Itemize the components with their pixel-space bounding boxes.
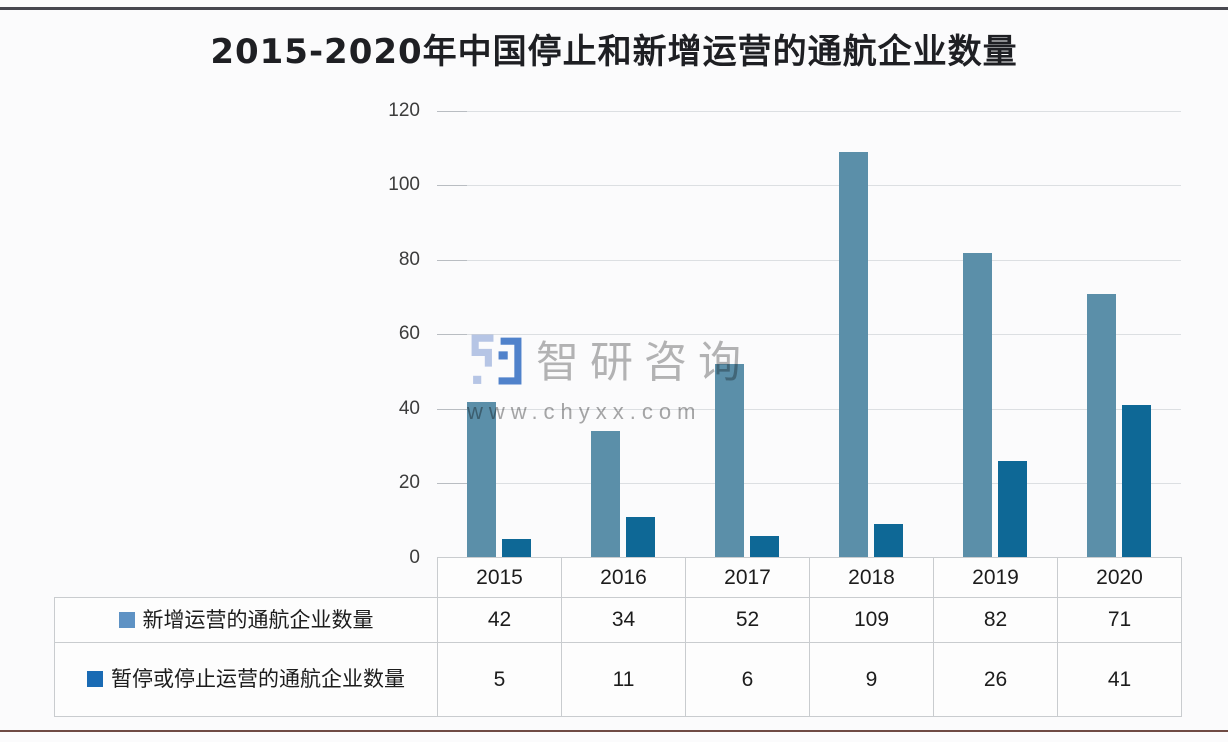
year-cell-2015: 2015 [437,557,562,598]
bar-new-operating-2017 [715,364,744,558]
y-tick-label-20: 20 [398,472,420,493]
gridline-40 [437,409,1181,410]
bottom-border-rule [0,730,1228,732]
bar-suspended-or-stopped-2020 [1122,405,1151,558]
gridline-60 [437,334,1181,335]
value-cell-new-operating-2016: 34 [561,597,686,643]
bar-group-2017 [685,111,809,558]
gridline-80 [437,260,1181,261]
top-border-rule [0,7,1228,10]
table-corner-spacer [55,558,438,598]
y-tick-label-0: 0 [409,547,420,568]
y-tick-label-80: 80 [398,249,420,270]
value-cell-new-operating-2017: 52 [685,597,810,643]
gridline-100 [437,185,1181,186]
year-cell-2020: 2020 [1057,557,1182,598]
year-cell-2018: 2018 [809,557,934,598]
value-cell-suspended-or-stopped-2020: 41 [1057,642,1182,717]
bar-new-operating-2018 [839,152,868,558]
value-cell-new-operating-2020: 71 [1057,597,1182,643]
table-row-suspended-or-stopped: 暂停或停止运营的通航企业数量 5 11 6 9 26 41 [54,642,1182,717]
value-cell-suspended-or-stopped-2017: 6 [685,642,810,717]
bar-group-2016 [561,111,685,558]
legend-swatch-suspended-or-stopped [87,671,103,687]
bar-new-operating-2015 [467,402,496,558]
value-cell-suspended-or-stopped-2016: 11 [561,642,686,717]
year-cell-2016: 2016 [561,557,686,598]
y-tick-label-40: 40 [398,398,420,419]
bar-group-2019 [933,111,1057,558]
legend-swatch-new-operating [118,611,135,628]
bar-suspended-or-stopped-2017 [750,536,779,558]
value-cell-new-operating-2018: 109 [809,597,934,643]
value-cell-suspended-or-stopped-2015: 5 [437,642,562,717]
bar-new-operating-2019 [963,253,992,558]
bar-suspended-or-stopped-2018 [874,524,903,558]
bar-suspended-or-stopped-2019 [998,461,1027,558]
y-tick-label-100: 100 [388,174,420,195]
year-cell-2017: 2017 [685,557,810,598]
y-tick-label-120: 120 [388,100,420,121]
chart-title: 2015-2020年中国停止和新增运营的通航企业数量 [210,32,1018,72]
table-header-row: 2015 2016 2017 2018 2019 2020 [55,557,1182,598]
bar-group-2015 [437,111,561,558]
data-table: 2015 2016 2017 2018 2019 2020 新增运营的通航企业数量 42 34 5… [54,557,1182,717]
year-cell-2019: 2019 [933,557,1058,598]
legend-label-new-operating: 新增运营的通航企业数量 [142,608,374,632]
gridline-20 [437,483,1181,484]
bar-group-2020 [1057,111,1181,558]
bar-new-operating-2016 [591,431,620,558]
bar-suspended-or-stopped-2015 [502,539,531,558]
value-cell-new-operating-2015: 42 [437,597,562,643]
bar-suspended-or-stopped-2016 [626,517,655,558]
value-cell-new-operating-2019: 82 [933,597,1058,643]
plot-area: 智研咨询 www.chyxx.com [437,111,1181,558]
legend-item-suspended-or-stopped: 暂停或停止运营的通航企业数量 [54,642,438,717]
table-row-new-operating: 新增运营的通航企业数量 42 34 52 109 82 71 [54,597,1182,643]
bar-new-operating-2020 [1087,294,1116,558]
legend-item-new-operating: 新增运营的通航企业数量 [54,597,438,643]
bar-group-2018 [809,111,933,558]
legend-label-suspended-or-stopped: 暂停或停止运营的通航企业数量 [111,668,405,691]
value-cell-suspended-or-stopped-2018: 9 [809,642,934,717]
gridline-120 [437,111,1181,112]
value-cell-suspended-or-stopped-2019: 26 [933,642,1058,717]
y-tick-label-60: 60 [398,323,420,344]
